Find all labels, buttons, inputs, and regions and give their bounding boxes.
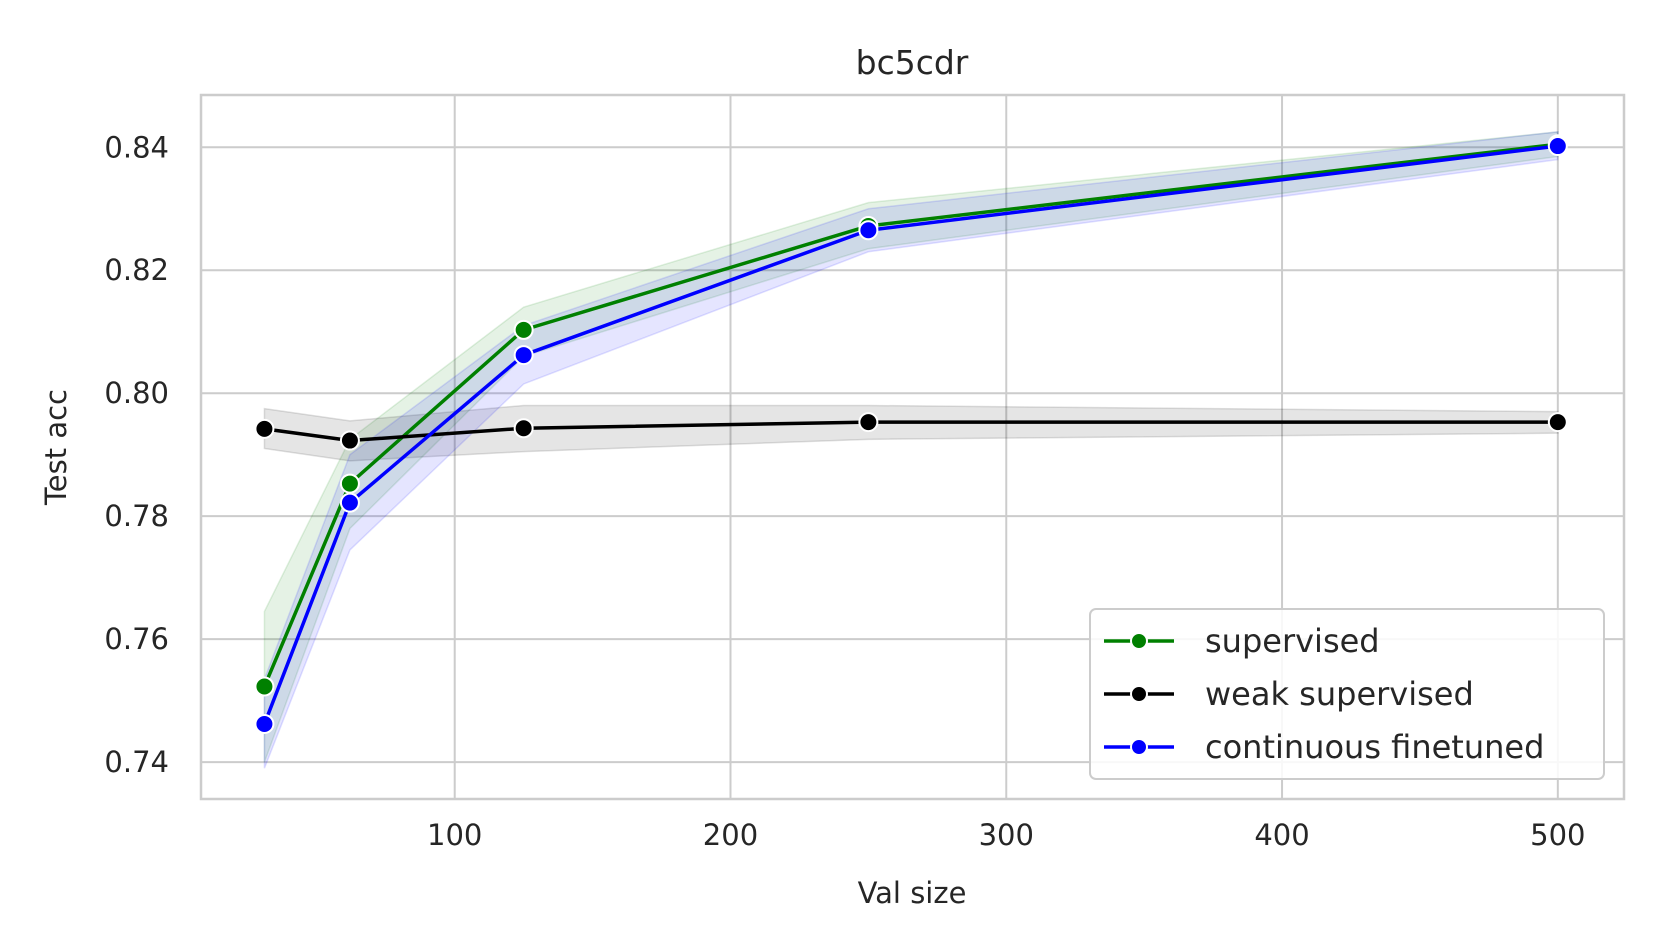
x-tick-label: 300	[979, 818, 1034, 852]
y-tick-label: 0.84	[104, 130, 169, 164]
y-tick-label: 0.74	[104, 745, 169, 779]
legend-label: weak supervised	[1205, 675, 1474, 713]
confidence-bands	[263, 131, 1559, 769]
y-tick-label: 0.80	[104, 376, 169, 410]
legend-box	[1089, 608, 1605, 780]
x-tick-labels: 100 200 300 400 500	[427, 818, 1585, 852]
legend-swatch-marker	[1130, 632, 1148, 650]
continuous-finetuned-band	[263, 131, 1559, 769]
continuous-finetuned-point	[1547, 136, 1568, 157]
x-tick-label: 100	[427, 818, 482, 852]
legend-item-continuous-finetuned: continuous finetuned	[1104, 728, 1544, 766]
x-tick-label: 400	[1254, 818, 1309, 852]
supervised-point	[513, 319, 534, 340]
legend: supervised weak supervised continuous fine…	[1089, 608, 1605, 780]
legend-swatch-marker	[1130, 738, 1148, 756]
continuous-finetuned-point	[254, 713, 275, 734]
continuous-finetuned-point	[513, 345, 534, 366]
y-tick-label: 0.78	[104, 499, 169, 533]
x-tick-label: 500	[1530, 818, 1585, 852]
supervised-point	[254, 676, 275, 697]
legend-label: continuous finetuned	[1205, 728, 1544, 766]
legend-item-weak-supervised: weak supervised	[1104, 675, 1474, 713]
x-tick-label: 200	[703, 818, 758, 852]
legend-item-supervised: supervised	[1104, 622, 1380, 660]
weak-supervised-point	[858, 412, 879, 433]
weak-supervised-point	[254, 418, 275, 439]
y-tick-label: 0.82	[104, 253, 169, 287]
y-tick-labels: 0.74 0.76 0.78 0.80 0.82 0.84	[104, 130, 169, 779]
weak-supervised-point	[1547, 412, 1568, 433]
plot-frame	[199, 93, 1626, 801]
chart-title: bc5cdr	[856, 43, 969, 82]
continuous-finetuned-point	[858, 220, 879, 241]
y-axis-label: Test acc	[39, 389, 73, 506]
weak-supervised-point	[339, 430, 360, 451]
legend-label: supervised	[1205, 622, 1380, 660]
weak-supervised-point	[513, 418, 534, 439]
legend-swatch-marker	[1130, 685, 1148, 703]
weak-supervised-band	[263, 404, 1559, 462]
continuous-finetuned-point	[339, 492, 360, 513]
y-tick-label: 0.76	[104, 622, 169, 656]
supervised-point	[339, 473, 360, 494]
supervised-band	[263, 131, 1559, 763]
series-markers	[254, 134, 1568, 734]
x-axis-label: Val size	[858, 876, 967, 910]
